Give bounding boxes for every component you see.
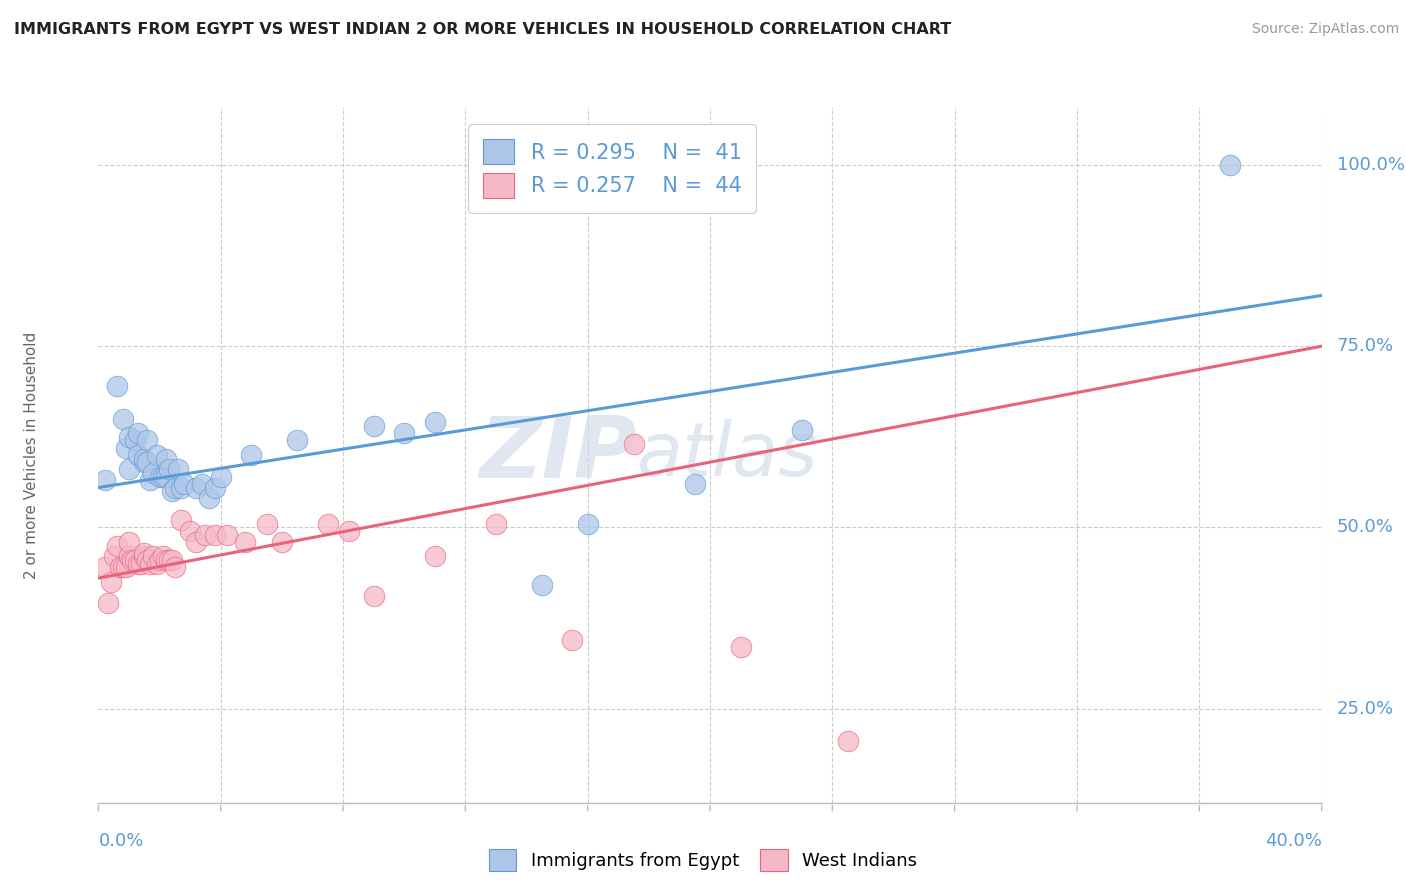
Point [103, 549, 125, 564]
Legend: R = 0.295    N =  41, R = 0.257    N =  44: R = 0.295 N = 41, R = 0.257 N = 44 [468, 124, 756, 213]
Point [108, 560, 131, 574]
Point [115, 441, 138, 455]
Point [1219, 158, 1241, 172]
Point [139, 473, 162, 487]
Text: 75.0%: 75.0% [1337, 337, 1395, 355]
Point [142, 466, 165, 480]
Point [129, 557, 152, 571]
Point [215, 527, 238, 541]
Point [155, 451, 177, 466]
Text: ZIP: ZIP [479, 413, 637, 497]
Point [167, 462, 190, 476]
Point [392, 426, 416, 441]
Text: 40.0%: 40.0% [1265, 831, 1322, 850]
Point [285, 434, 308, 448]
Point [194, 527, 217, 541]
Point [127, 448, 149, 462]
Point [127, 557, 149, 571]
Point [118, 535, 141, 549]
Point [157, 553, 180, 567]
Text: atlas: atlas [637, 419, 818, 491]
Text: 0.0%: 0.0% [98, 831, 143, 850]
Text: 100.0%: 100.0% [1337, 156, 1405, 174]
Point [209, 469, 232, 483]
Point [127, 426, 149, 441]
Point [136, 553, 159, 567]
Point [134, 546, 156, 560]
Point [136, 434, 159, 448]
Point [157, 462, 180, 476]
Point [530, 578, 553, 592]
Point [160, 484, 183, 499]
Point [837, 734, 859, 748]
Point [423, 549, 446, 564]
Point [204, 527, 226, 541]
Point [118, 549, 141, 564]
Text: 25.0%: 25.0% [1337, 699, 1395, 717]
Point [142, 549, 165, 564]
Point [163, 560, 186, 574]
Point [270, 535, 292, 549]
Point [149, 553, 172, 567]
Text: IMMIGRANTS FROM EGYPT VS WEST INDIAN 2 OR MORE VEHICLES IN HOUSEHOLD CORRELATION: IMMIGRANTS FROM EGYPT VS WEST INDIAN 2 O… [14, 22, 952, 37]
Text: Source: ZipAtlas.com: Source: ZipAtlas.com [1251, 22, 1399, 37]
Point [186, 481, 208, 495]
Point [790, 423, 813, 437]
Point [134, 549, 156, 564]
Point [136, 455, 159, 469]
Point [197, 491, 219, 506]
Point [152, 469, 174, 483]
Point [115, 560, 138, 574]
Point [139, 557, 162, 571]
Point [204, 481, 226, 495]
Point [105, 379, 128, 393]
Point [134, 451, 156, 466]
Point [134, 455, 156, 469]
Point [111, 411, 134, 425]
Point [623, 437, 645, 451]
Point [145, 448, 167, 462]
Text: 50.0%: 50.0% [1337, 518, 1393, 536]
Point [152, 549, 174, 564]
Point [179, 524, 201, 538]
Point [105, 539, 128, 553]
Point [485, 516, 508, 531]
Point [111, 560, 134, 574]
Point [124, 434, 146, 448]
Point [170, 513, 193, 527]
Point [155, 469, 177, 483]
Point [93, 473, 115, 487]
Point [256, 516, 278, 531]
Point [240, 448, 263, 462]
Point [576, 516, 599, 531]
Point [118, 462, 141, 476]
Point [155, 553, 177, 567]
Text: 2 or more Vehicles in Household: 2 or more Vehicles in Household [24, 331, 38, 579]
Point [683, 476, 706, 491]
Point [423, 415, 446, 429]
Legend: Immigrants from Egypt, West Indians: Immigrants from Egypt, West Indians [482, 842, 924, 879]
Point [97, 597, 120, 611]
Point [149, 469, 172, 483]
Point [93, 560, 115, 574]
Point [170, 481, 193, 495]
Point [186, 535, 208, 549]
Point [191, 476, 214, 491]
Point [100, 574, 122, 589]
Point [316, 516, 339, 531]
Point [160, 553, 183, 567]
Point [337, 524, 360, 538]
Point [118, 430, 141, 444]
Point [121, 553, 143, 567]
Point [363, 419, 385, 434]
Point [730, 640, 752, 654]
Point [145, 557, 167, 571]
Point [163, 481, 186, 495]
Point [124, 553, 146, 567]
Point [561, 632, 583, 647]
Point [173, 476, 195, 491]
Point [233, 535, 256, 549]
Point [363, 589, 385, 603]
